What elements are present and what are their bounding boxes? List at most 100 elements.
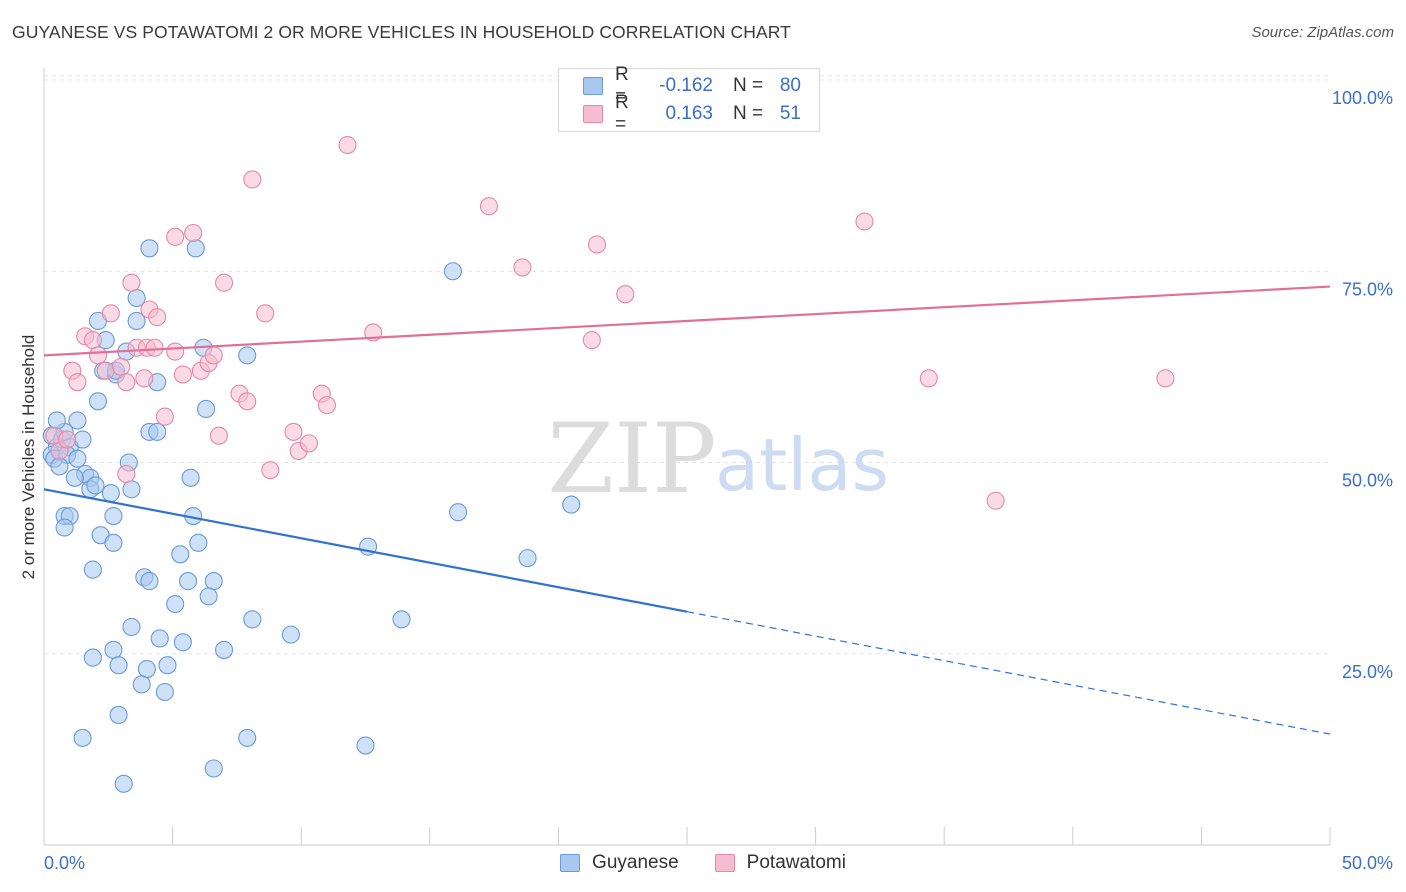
potawatomi-point (919, 369, 938, 388)
potawatomi-point (173, 365, 192, 384)
guyanese-point (140, 239, 159, 258)
potawatomi-point (587, 235, 607, 254)
guyanese-point (186, 239, 205, 258)
potawatomi-point (135, 369, 154, 388)
guyanese-point (158, 656, 177, 675)
series-swatch-guyanese (560, 854, 581, 872)
guyanese-point (171, 545, 190, 564)
legend-n-value: 51 (779, 103, 801, 124)
series-label-guyanese: Guyanese (592, 852, 679, 873)
series-legend-potawatomi: Potawatomi (714, 852, 846, 874)
guyanese-point (443, 262, 462, 281)
guyanese-point (238, 346, 257, 365)
guyanese-point (140, 572, 159, 591)
potawatomi-point (122, 273, 141, 292)
guyanese-point (73, 430, 92, 449)
potawatomi-point (209, 426, 228, 445)
potawatomi-point (256, 304, 275, 323)
potawatomi-point (261, 461, 280, 480)
watermark-zip: ZIP (547, 403, 716, 515)
guyanese-point (150, 629, 169, 648)
legend-r-label: R = (615, 64, 629, 107)
guyanese-points (42, 239, 581, 793)
y-tick-label: 100.0% (1332, 88, 1393, 108)
guyanese-point (281, 625, 300, 644)
guyanese-point (204, 759, 223, 778)
guyanese-point (214, 640, 234, 659)
guyanese-point (518, 549, 537, 568)
potawatomi-point (317, 396, 336, 415)
guyanese-point (204, 572, 223, 591)
x-tick-label-max: 50.0% (1342, 853, 1393, 873)
potawatomi-point (83, 331, 102, 350)
guyanese-point (562, 495, 581, 514)
guyanese-point (68, 449, 87, 468)
watermark: ZIP atlas (547, 403, 889, 515)
watermark-atlas: atlas (715, 423, 889, 507)
potawatomi-point (214, 273, 234, 292)
potawatomi-point (117, 373, 136, 392)
potawatomi-point (166, 227, 185, 246)
guyanese-point (199, 587, 218, 606)
legend-r-value: -0.162 (659, 75, 713, 96)
guyanese-point (189, 533, 208, 552)
potawatomi-point (1156, 369, 1175, 388)
guyanese-trend-line (43, 488, 688, 613)
potawatomi-point (299, 434, 318, 453)
potawatomi-point (243, 170, 262, 189)
guyanese-point (86, 476, 105, 495)
guyanese-point (148, 422, 167, 441)
guyanese-trend-extension (686, 611, 1331, 735)
potawatomi-point (986, 491, 1005, 510)
potawatomi-point (112, 357, 131, 376)
guyanese-point (83, 560, 102, 579)
potawatomi-point (58, 430, 77, 449)
guyanese-point (122, 480, 141, 499)
potawatomi-point (101, 304, 120, 323)
x-tick-label-min: 0.0% (44, 853, 85, 873)
correlation-legend: R = -0.162 N = 80 R = 0.163 N = 51 (558, 64, 820, 135)
legend-row-potawatomi: R = 0.163 N = 51 (583, 92, 801, 135)
grid-lines (44, 75, 1330, 655)
trend-lines (43, 285, 1331, 735)
potawatomi-point (117, 464, 136, 484)
guyanese-point (173, 633, 192, 652)
legend-r-value: 0.163 (665, 103, 713, 124)
guyanese-point (109, 656, 128, 675)
guyanese-point (392, 610, 411, 629)
potawatomi-point (96, 361, 115, 380)
legend-swatch-guyanese (583, 77, 603, 95)
guyanese-point (104, 506, 123, 526)
potawatomi-point (148, 308, 167, 327)
legend-swatch-potawatomi (583, 105, 603, 123)
guyanese-point (83, 648, 102, 667)
potawatomi-point (238, 392, 257, 411)
legend-n-value: 80 (779, 75, 801, 96)
guyanese-point (50, 457, 69, 476)
guyanese-point (243, 610, 262, 629)
potawatomi-point (616, 285, 635, 304)
guyanese-point (104, 533, 123, 552)
y-tick-label: 75.0% (1342, 279, 1393, 299)
guyanese-point (356, 736, 375, 755)
potawatomi-point (513, 258, 532, 277)
potawatomi-trend-line (43, 285, 1331, 357)
guyanese-point (104, 640, 123, 659)
series-label-potawatomi: Potawatomi (746, 852, 846, 873)
guyanese-point (68, 411, 87, 430)
series-legend: Guyanese Potawatomi (0, 852, 1406, 874)
legend-n-label: N = (733, 103, 764, 124)
potawatomi-point (479, 197, 499, 216)
guyanese-point (132, 675, 151, 694)
potawatomi-point (855, 212, 874, 231)
y-tick-label: 50.0% (1342, 471, 1393, 491)
guyanese-point (238, 728, 257, 747)
legend-r-label: R = (615, 92, 629, 135)
potawatomi-point (338, 135, 357, 155)
guyanese-point (196, 399, 216, 419)
guyanese-point (122, 617, 141, 637)
guyanese-point (114, 774, 133, 793)
potawatomi-point (88, 346, 108, 365)
legend-n-label: N = (733, 75, 764, 96)
